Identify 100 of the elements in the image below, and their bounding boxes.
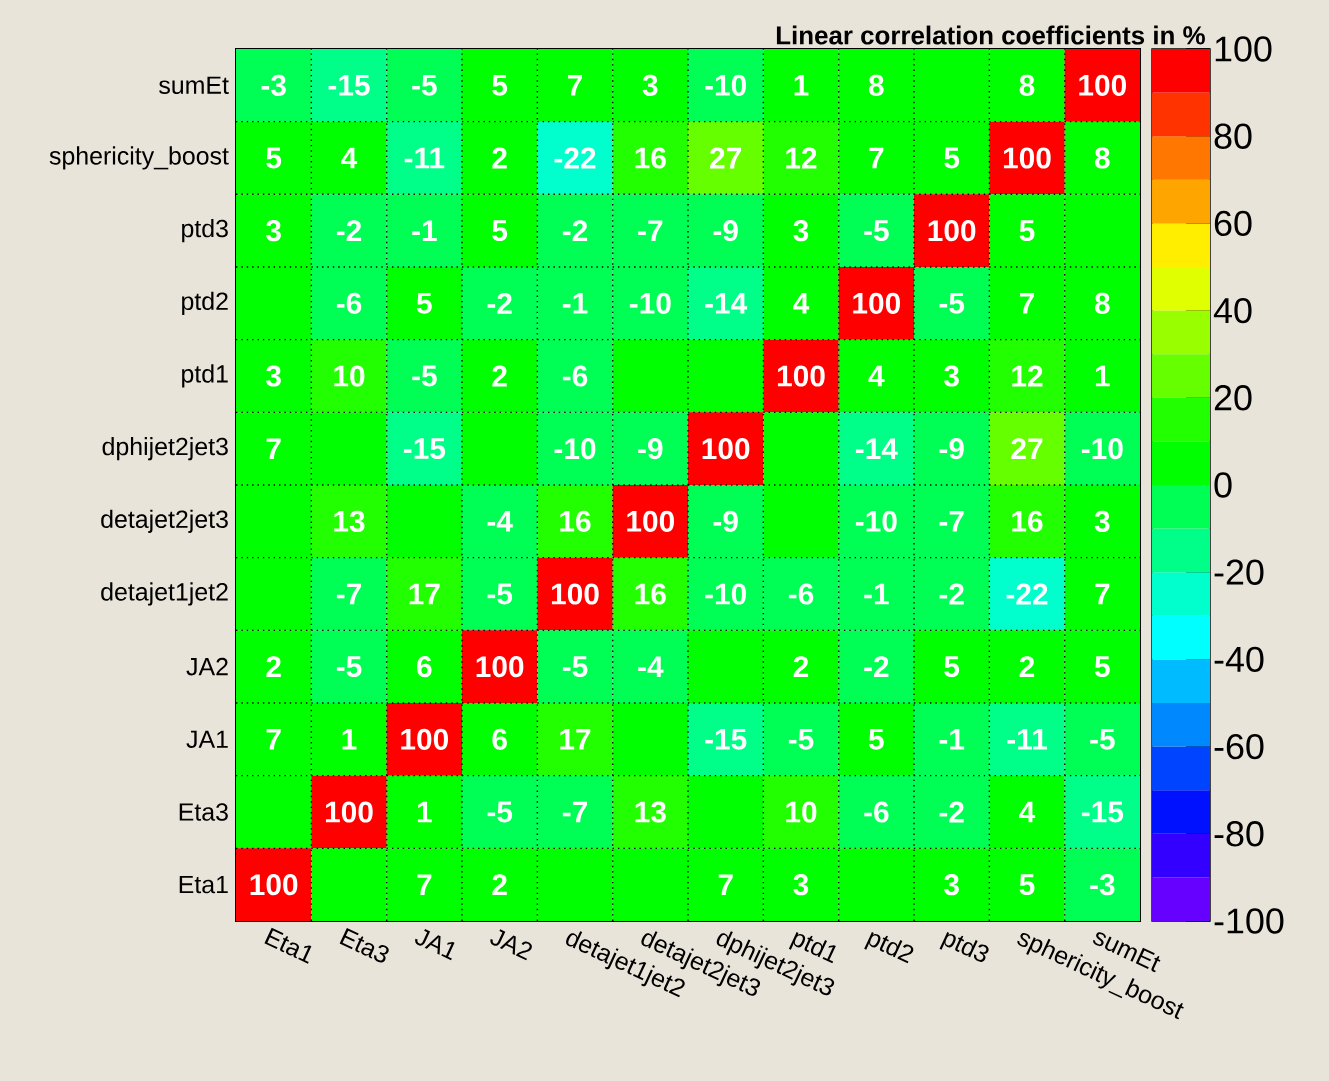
data-label: 100 xyxy=(853,292,901,314)
data-label: -2 xyxy=(939,583,964,605)
data-label: 7 xyxy=(1019,293,1035,314)
data-label: -3 xyxy=(261,74,286,96)
data-label: 8 xyxy=(1094,292,1110,314)
data-label: 100 xyxy=(250,874,298,896)
y-tick-label: detajet2jet3 xyxy=(101,509,228,533)
data-label: -7 xyxy=(562,801,587,823)
x-tick-label: Eta1 xyxy=(264,927,312,964)
data-label: -9 xyxy=(713,510,738,532)
data-label: 100 xyxy=(1003,147,1051,169)
data-label: -4 xyxy=(487,511,513,532)
data-label: -2 xyxy=(939,801,964,823)
data-label: 100 xyxy=(325,801,373,823)
data-label: 17 xyxy=(409,583,440,605)
data-label: -2 xyxy=(864,656,889,678)
data-label: -2 xyxy=(562,220,588,242)
data-label: 5 xyxy=(944,147,960,169)
data-label: -1 xyxy=(562,293,588,314)
x-tick-label: ptd2 xyxy=(864,932,914,964)
data-label: 2 xyxy=(1019,656,1035,678)
data-label: -5 xyxy=(487,583,513,605)
y-tick-label: ptd3 xyxy=(182,219,228,243)
data-label: 7 xyxy=(266,729,281,750)
color-bar-label: -40 xyxy=(1214,646,1264,673)
data-label: 3 xyxy=(266,220,281,242)
x-tick-label: JA2 xyxy=(490,929,532,961)
data-label: 7 xyxy=(417,874,432,895)
x-tick-label: ptd3 xyxy=(939,932,989,962)
data-label: 7 xyxy=(869,147,884,169)
data-label: -6 xyxy=(788,583,814,605)
data-label: 3 xyxy=(793,220,809,242)
data-label: 4 xyxy=(793,293,810,314)
data-label: -5 xyxy=(336,656,362,678)
data-label: -5 xyxy=(939,292,965,314)
data-label: -5 xyxy=(487,801,513,823)
data-label: -10 xyxy=(705,583,747,605)
data-label: 3 xyxy=(944,874,959,896)
data-label: 100 xyxy=(476,656,524,678)
data-label: -1 xyxy=(864,583,889,605)
data-label: -6 xyxy=(562,365,588,387)
data-label: 4 xyxy=(1019,801,1036,823)
data-label: -11 xyxy=(1007,729,1047,750)
data-label: -7 xyxy=(336,583,361,605)
data-label: -1 xyxy=(939,729,965,750)
data-label: 5 xyxy=(1094,656,1110,678)
data-label: 12 xyxy=(1012,365,1043,387)
data-label: 8 xyxy=(868,74,884,96)
data-label: 7 xyxy=(718,874,733,895)
x-tick-label: Eta3 xyxy=(339,928,389,963)
data-label: 5 xyxy=(492,74,508,96)
data-label: 1 xyxy=(1095,365,1110,387)
data-label: -10 xyxy=(705,74,747,96)
color-bar-label: 60 xyxy=(1214,210,1252,237)
data-label: 5 xyxy=(868,728,884,750)
data-label: 7 xyxy=(1095,583,1110,605)
y-tick-label: ptd1 xyxy=(182,364,228,388)
data-label: 5 xyxy=(266,147,282,169)
data-label: -15 xyxy=(705,728,747,750)
color-bar-label: -20 xyxy=(1214,559,1264,585)
data-label: -5 xyxy=(412,365,437,387)
data-label: 17 xyxy=(560,729,591,750)
data-label: -5 xyxy=(1090,728,1115,750)
data-label: 2 xyxy=(492,365,507,387)
data-label: 100 xyxy=(1079,74,1127,96)
x-tick-label: JA1 xyxy=(415,929,455,961)
color-bar-label: -80 xyxy=(1214,821,1264,847)
data-label: 1 xyxy=(794,75,809,96)
data-label: -5 xyxy=(562,656,588,678)
data-label: 100 xyxy=(702,438,750,460)
color-bar-label: 40 xyxy=(1213,297,1252,324)
data-label: 7 xyxy=(266,438,281,459)
data-label: -2 xyxy=(487,292,512,314)
data-label: -7 xyxy=(638,220,663,241)
data-label: -4 xyxy=(638,656,664,677)
data-label: 6 xyxy=(492,728,507,750)
data-label: -22 xyxy=(554,147,596,169)
data-label: 4 xyxy=(341,147,358,169)
data-label: -15 xyxy=(403,438,446,460)
data-label: 5 xyxy=(944,656,960,678)
data-label: -15 xyxy=(328,74,370,96)
data-label: 10 xyxy=(786,801,817,823)
data-label: -7 xyxy=(939,511,964,532)
data-label: -22 xyxy=(1006,583,1048,605)
data-label: -5 xyxy=(864,220,889,242)
color-bar-label: 100 xyxy=(1215,36,1272,62)
color-bar-label: -100 xyxy=(1214,908,1284,934)
data-label: -9 xyxy=(638,438,663,460)
y-tick-label: sphericity_boost xyxy=(49,146,229,170)
data-label: -11 xyxy=(404,147,445,169)
data-label: 100 xyxy=(928,220,976,242)
data-label: 5 xyxy=(416,292,432,314)
data-label: 16 xyxy=(635,583,666,605)
data-label: 13 xyxy=(334,510,365,532)
data-label: -9 xyxy=(713,220,738,242)
chart-title: Linear correlation coefficients in % xyxy=(776,25,1205,45)
data-label: 6 xyxy=(417,656,432,678)
data-label: -10 xyxy=(1081,438,1123,460)
data-label: -10 xyxy=(554,438,596,460)
y-tick-label: JA1 xyxy=(186,730,228,749)
